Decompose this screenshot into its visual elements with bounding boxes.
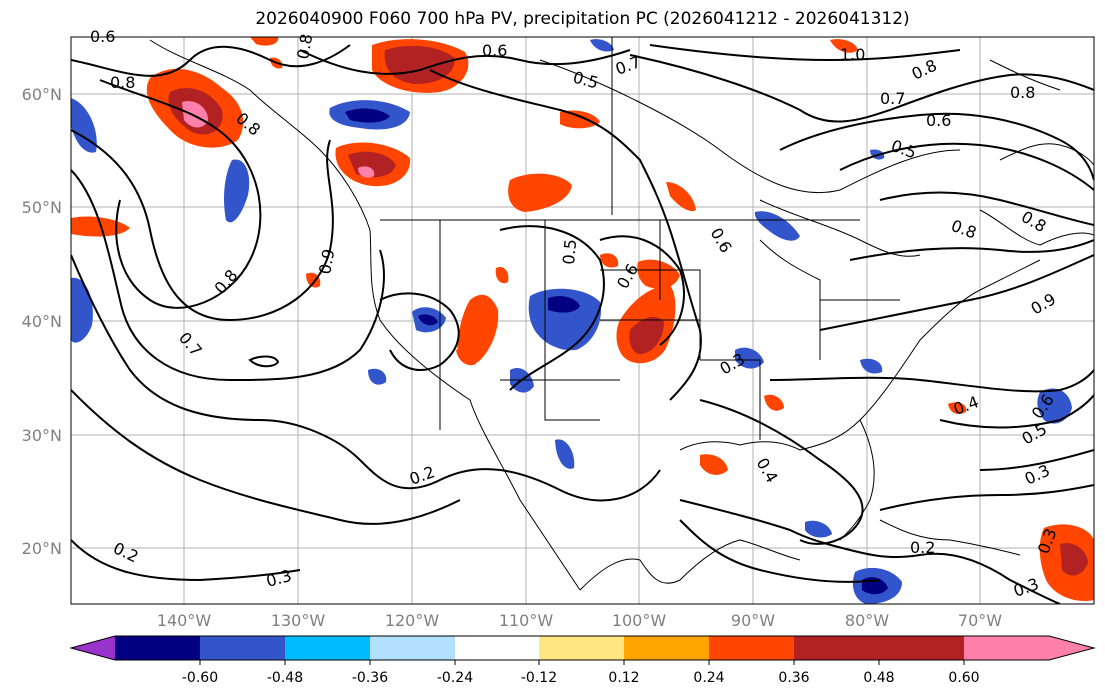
- contour-label: 0.8: [110, 73, 135, 92]
- lon-label-80w: 80°W: [845, 611, 889, 630]
- lon-label-120w: 120°W: [385, 611, 440, 630]
- colorbar-bin: [539, 636, 624, 660]
- colorbar-tick-label: -0.36: [352, 670, 388, 686]
- colorbar-bin: [624, 636, 709, 660]
- colorbar-bin: [794, 636, 879, 660]
- colorbar: -0.60 -0.48 -0.36 -0.24 -0.12 0.12 0.24 …: [69, 635, 1096, 686]
- lon-label-130w: 130°W: [271, 611, 326, 630]
- colorbar-tick-labels: -0.60 -0.48 -0.36 -0.24 -0.12 0.12 0.24 …: [182, 670, 980, 686]
- longitude-labels: 140°W 130°W 120°W 110°W 100°W 90°W 80°W …: [157, 611, 1002, 630]
- colorbar-tick-label: -0.12: [521, 670, 557, 686]
- colorbar-tick-label: 0.24: [693, 670, 724, 686]
- precip-negative-west-coast: [71, 98, 97, 153]
- colorbar-tick-label: -0.48: [267, 670, 303, 686]
- lat-label-20: 20°N: [22, 539, 62, 558]
- colorbar-outline: [69, 635, 1096, 661]
- lat-label-30: 30°N: [22, 426, 62, 445]
- colorbar-tick-label: -0.24: [437, 670, 473, 686]
- contour-label: 0.2: [910, 538, 935, 557]
- precip-positive-canada: [508, 173, 572, 212]
- precip-negative-atlantic: [1037, 388, 1072, 424]
- colorbar-bin: [879, 636, 964, 660]
- precip-negative-colorado: [528, 288, 601, 351]
- colorbar-bin: [285, 636, 370, 660]
- lon-label-100w: 100°W: [612, 611, 667, 630]
- contour-label: 0.5: [559, 238, 580, 265]
- colorbar-bin: [200, 636, 285, 660]
- contour-label: 1.0: [840, 45, 865, 64]
- precip-negative-south: [735, 347, 764, 369]
- contour-label: 0.6: [90, 27, 115, 46]
- lon-label-110w: 110°W: [499, 611, 554, 630]
- lat-label-60: 60°N: [22, 85, 62, 104]
- colorbar-tick-label: 0.12: [608, 670, 639, 686]
- colorbar-tick-label: 0.48: [863, 670, 894, 686]
- lat-label-50: 50°N: [22, 198, 62, 217]
- precip-positive-rockies: [457, 294, 499, 364]
- colorbar-bin: [455, 636, 539, 660]
- colorbar-extend-low: [71, 636, 115, 660]
- colorbar-tick-label: -0.60: [182, 670, 218, 686]
- contour-label: 0.6: [926, 111, 951, 130]
- contour-label: 0.8: [1010, 83, 1035, 102]
- precip-negative-alaska: [224, 159, 250, 223]
- lat-label-40: 40°N: [22, 312, 62, 331]
- contour-label: 0.9: [315, 247, 338, 275]
- map-title: 2026040900 F060 700 hPa PV, precipitatio…: [255, 9, 910, 29]
- colorbar-tick-label: 0.60: [948, 670, 979, 686]
- lon-label-140w: 140°W: [157, 611, 212, 630]
- pv-contours: [71, 44, 1094, 604]
- latitude-labels: 60°N 50°N 40°N 30°N 20°N: [22, 85, 62, 558]
- contour-label: 0.7: [880, 89, 905, 108]
- colorbar-bin: [115, 636, 200, 660]
- contour-label: 0.8: [293, 32, 316, 60]
- contour-label: 0.6: [482, 41, 507, 60]
- colorbar-ticks: [199, 660, 965, 665]
- colorbar-bin: [709, 636, 794, 660]
- colorbar-tick-label: 0.36: [778, 670, 809, 686]
- lon-label-70w: 70°W: [958, 611, 1002, 630]
- colorbar-bin: [370, 636, 455, 660]
- map-border: [70, 36, 1095, 605]
- lon-label-90w: 90°W: [731, 611, 775, 630]
